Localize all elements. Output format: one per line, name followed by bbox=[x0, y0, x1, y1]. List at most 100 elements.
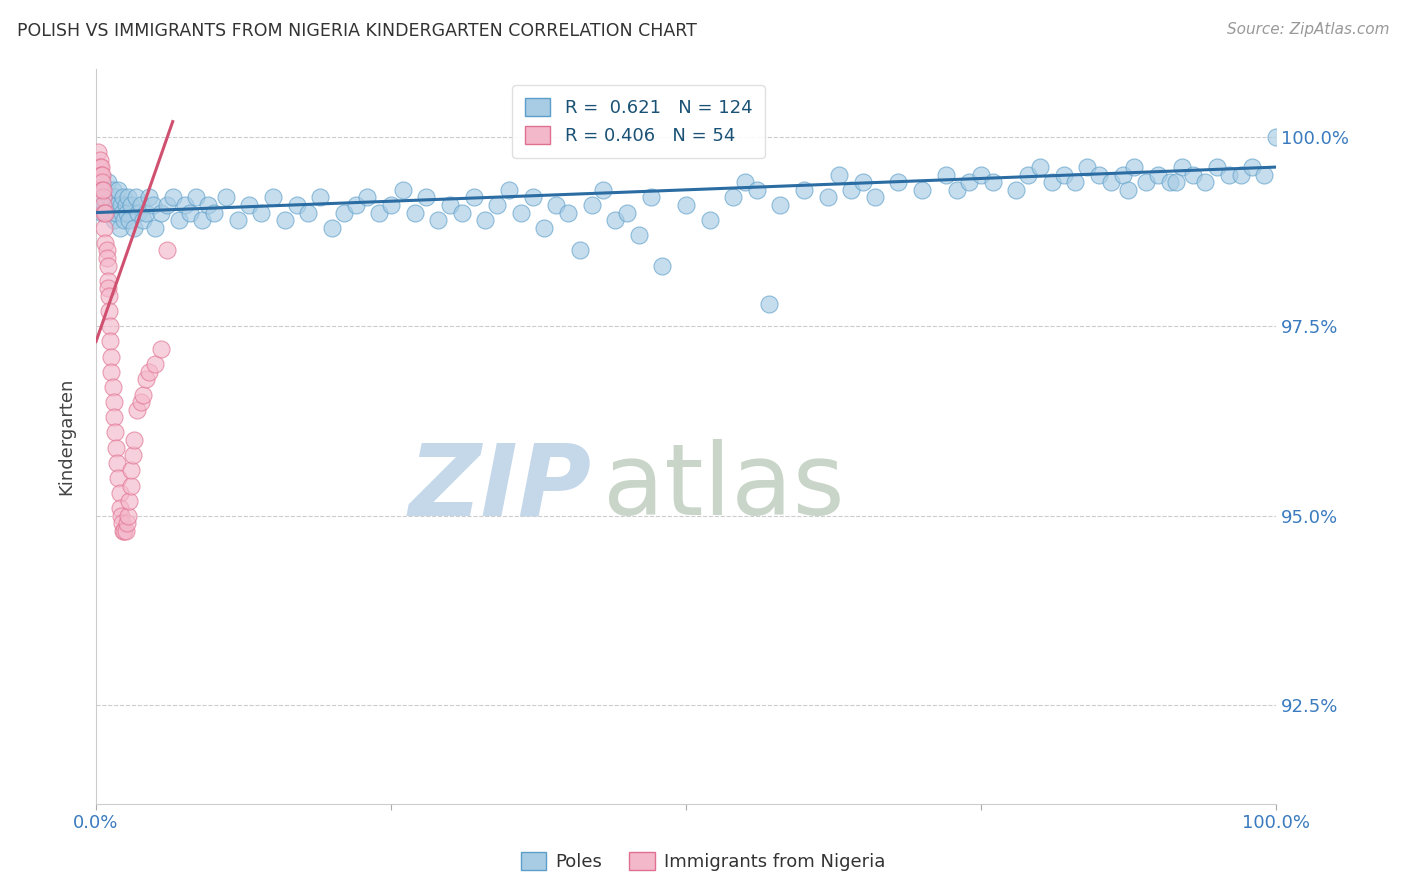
Point bbox=[368, 205, 391, 219]
Point bbox=[309, 190, 332, 204]
Point bbox=[533, 220, 555, 235]
Point bbox=[734, 175, 756, 189]
Point bbox=[769, 198, 792, 212]
Point bbox=[111, 516, 134, 531]
Point bbox=[108, 501, 131, 516]
Point bbox=[110, 198, 132, 212]
Point bbox=[91, 198, 114, 212]
Point bbox=[90, 160, 112, 174]
Point bbox=[149, 205, 172, 219]
Point bbox=[156, 198, 179, 212]
Point bbox=[135, 205, 157, 219]
Point bbox=[721, 190, 744, 204]
Point bbox=[568, 244, 591, 258]
Point bbox=[103, 410, 125, 425]
Point bbox=[321, 220, 343, 235]
Point bbox=[87, 145, 110, 159]
Point bbox=[122, 220, 145, 235]
Point bbox=[828, 168, 851, 182]
Point bbox=[90, 183, 112, 197]
Point bbox=[226, 213, 249, 227]
Point bbox=[1118, 183, 1140, 197]
Point bbox=[98, 205, 121, 219]
Point bbox=[94, 235, 117, 250]
Point bbox=[104, 425, 127, 440]
Point bbox=[108, 220, 131, 235]
Point bbox=[380, 198, 402, 212]
Point bbox=[107, 471, 129, 485]
Point bbox=[93, 205, 115, 219]
Point bbox=[699, 213, 721, 227]
Point bbox=[110, 508, 132, 523]
Point bbox=[887, 175, 910, 189]
Point bbox=[115, 205, 138, 219]
Point bbox=[97, 274, 120, 288]
Point bbox=[162, 190, 184, 204]
Point bbox=[1194, 175, 1216, 189]
Point bbox=[112, 524, 135, 538]
Point bbox=[105, 441, 128, 455]
Point bbox=[132, 387, 155, 401]
Point bbox=[104, 190, 127, 204]
Point bbox=[128, 205, 150, 219]
Point bbox=[96, 205, 118, 219]
Point bbox=[1005, 183, 1028, 197]
Point bbox=[297, 205, 319, 219]
Point bbox=[105, 205, 128, 219]
Point bbox=[91, 190, 114, 204]
Point bbox=[111, 205, 134, 219]
Point bbox=[90, 198, 112, 212]
Y-axis label: Kindergarten: Kindergarten bbox=[58, 377, 75, 495]
Point bbox=[1164, 175, 1187, 189]
Point bbox=[1206, 160, 1229, 174]
Point bbox=[391, 183, 413, 197]
Point bbox=[616, 205, 638, 219]
Point bbox=[1052, 168, 1074, 182]
Point bbox=[1017, 168, 1039, 182]
Point bbox=[125, 190, 148, 204]
Point bbox=[546, 198, 568, 212]
Point bbox=[1159, 175, 1181, 189]
Point bbox=[93, 220, 115, 235]
Point bbox=[946, 183, 969, 197]
Point bbox=[957, 175, 980, 189]
Point bbox=[1135, 175, 1157, 189]
Point bbox=[1218, 168, 1240, 182]
Point bbox=[592, 183, 614, 197]
Point bbox=[100, 198, 122, 212]
Point bbox=[127, 402, 149, 417]
Point bbox=[98, 334, 121, 349]
Point bbox=[498, 183, 520, 197]
Point bbox=[474, 213, 496, 227]
Point bbox=[156, 244, 179, 258]
Point bbox=[1099, 175, 1122, 189]
Point bbox=[758, 296, 780, 310]
Point bbox=[132, 213, 155, 227]
Point bbox=[118, 213, 141, 227]
Point bbox=[90, 175, 112, 189]
Point bbox=[117, 508, 139, 523]
Point bbox=[1123, 160, 1146, 174]
Point bbox=[262, 190, 284, 204]
Point bbox=[450, 205, 472, 219]
Text: Source: ZipAtlas.com: Source: ZipAtlas.com bbox=[1226, 22, 1389, 37]
Point bbox=[1111, 168, 1133, 182]
Point bbox=[333, 205, 356, 219]
Point bbox=[105, 198, 128, 212]
Point bbox=[197, 198, 219, 212]
Point bbox=[129, 198, 152, 212]
Point bbox=[167, 213, 190, 227]
Point bbox=[101, 380, 124, 394]
Point bbox=[120, 198, 142, 212]
Point bbox=[107, 183, 129, 197]
Point bbox=[112, 524, 135, 538]
Point bbox=[1064, 175, 1087, 189]
Point bbox=[1241, 160, 1264, 174]
Point bbox=[522, 190, 544, 204]
Point bbox=[114, 198, 136, 212]
Point bbox=[90, 168, 112, 182]
Point bbox=[415, 190, 437, 204]
Point bbox=[793, 183, 815, 197]
Point bbox=[935, 168, 957, 182]
Point bbox=[581, 198, 603, 212]
